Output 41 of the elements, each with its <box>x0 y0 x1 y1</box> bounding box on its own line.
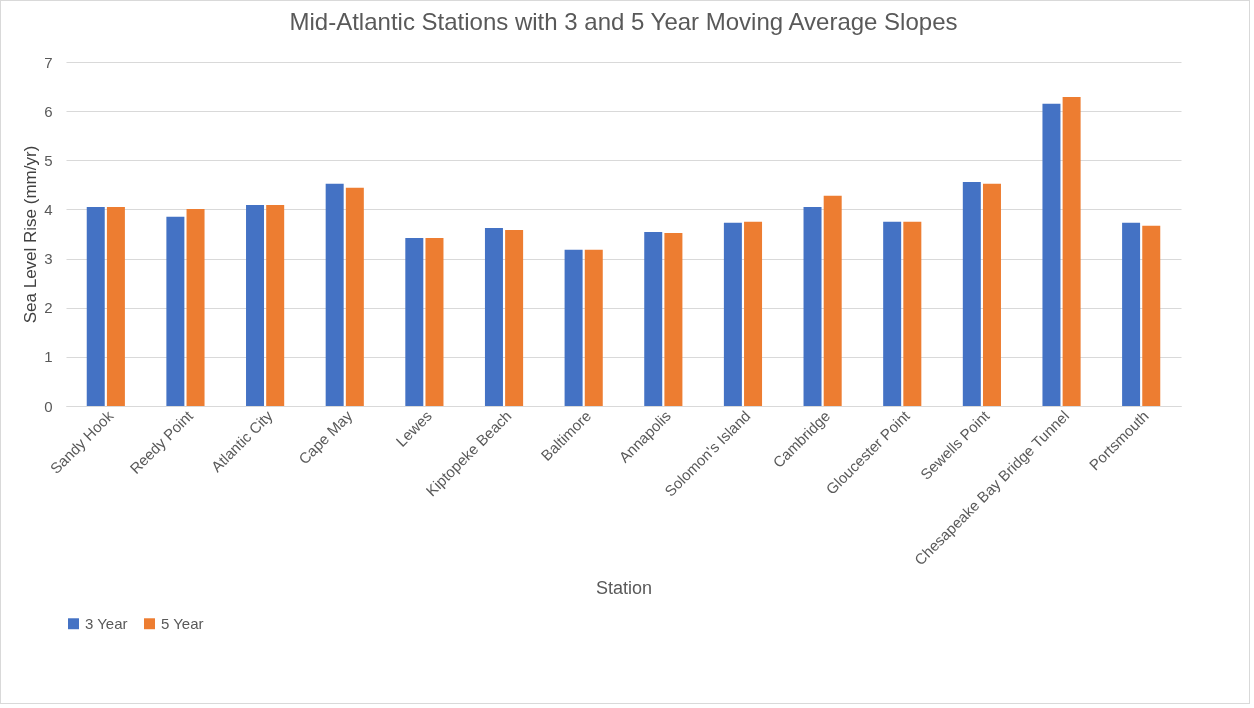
legend-label: 3 Year <box>85 614 128 632</box>
bar <box>325 183 344 406</box>
bar <box>803 206 822 406</box>
chart-title: Mid-Atlantic Stations with 3 and 5 Year Moving Average Slopes <box>289 8 958 35</box>
y-tick-label: 3 <box>44 250 53 268</box>
y-tick-label: 4 <box>44 200 53 218</box>
bar <box>1142 225 1161 406</box>
x-axis-title: Station <box>595 578 653 599</box>
bar <box>823 195 842 406</box>
bar <box>903 221 922 406</box>
bar <box>246 205 265 406</box>
y-tick-label: 1 <box>44 348 53 366</box>
bar <box>405 237 424 406</box>
y-tick-label: 6 <box>44 102 53 120</box>
bar <box>345 187 364 406</box>
bar <box>1122 222 1141 406</box>
bar <box>664 233 683 406</box>
bar <box>883 221 902 406</box>
y-tick-label: 0 <box>44 397 53 415</box>
bar <box>982 183 1001 406</box>
bar <box>86 206 105 406</box>
y-tick-label: 5 <box>44 151 53 169</box>
bar <box>505 230 524 406</box>
bar <box>484 228 503 406</box>
bar <box>425 237 444 406</box>
y-axis-title: Sea Level Rise (mm/yr) <box>21 145 41 324</box>
bar <box>744 221 763 406</box>
bar <box>564 249 583 406</box>
bar <box>266 205 285 406</box>
bar <box>166 216 185 406</box>
legend-label: 5 Year <box>161 614 204 632</box>
y-tick-label: 2 <box>44 299 53 317</box>
bar <box>106 206 125 406</box>
bar <box>186 208 205 406</box>
bar <box>1042 103 1061 406</box>
y-tick-label: 7 <box>44 53 53 71</box>
bar <box>644 232 663 406</box>
bar <box>723 222 742 406</box>
bar <box>584 249 603 406</box>
bar <box>1062 96 1081 406</box>
bar <box>962 181 981 406</box>
